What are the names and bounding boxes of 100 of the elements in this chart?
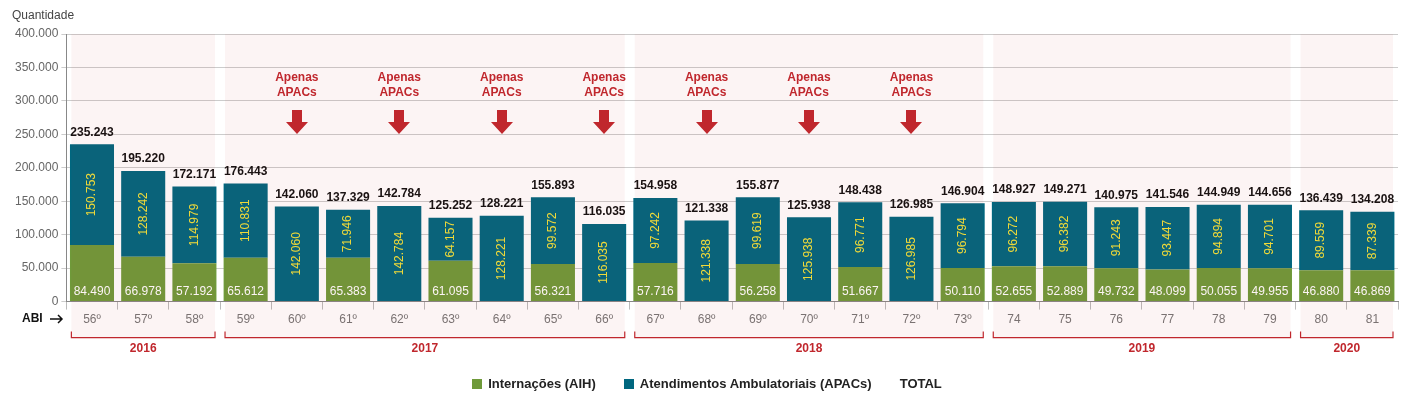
y-tick-label: 150.000	[14, 193, 59, 208]
data-label: 84.490	[73, 284, 111, 299]
data-label: 96.272	[1006, 215, 1021, 253]
data-label: 71.946	[340, 215, 355, 253]
annotation: Apenas APACs	[376, 70, 422, 100]
bar	[684, 220, 729, 302]
x-tick-label: 68º	[697, 312, 717, 327]
annotation: Apenas APACs	[888, 70, 935, 100]
x-tick-label: 59º	[236, 312, 256, 327]
band-label: 2017	[411, 340, 439, 355]
bar	[1350, 211, 1395, 271]
y-tick-label: 250.000	[14, 126, 59, 141]
legend-label: Internações (AIH)	[488, 376, 596, 391]
x-tick-label: 81	[1365, 312, 1380, 327]
bar	[1299, 210, 1344, 271]
data-label: 66.978	[124, 284, 162, 299]
total-label: 116.035	[582, 204, 626, 219]
x-tick-label: 75	[1058, 312, 1073, 327]
data-label: 128.221	[494, 236, 509, 281]
y-tick-label: 100.000	[14, 227, 59, 242]
bar	[479, 215, 524, 302]
data-label: 99.572	[545, 211, 560, 249]
data-label: 110.831	[237, 199, 252, 242]
data-label: 96.794	[954, 217, 969, 255]
data-label: 93.447	[1159, 219, 1174, 257]
text: TOTAL	[899, 376, 942, 391]
bar	[838, 202, 883, 268]
data-label: 125.938	[801, 237, 816, 281]
bar	[1043, 201, 1088, 267]
data-label: 49.732	[1097, 284, 1135, 299]
x-tick-label: 65º	[544, 312, 563, 327]
band-label: 2019	[1128, 340, 1156, 355]
data-label: 46.869	[1354, 284, 1392, 299]
y-tick-label: 50.000	[21, 260, 59, 275]
x-tick-label: 64º	[492, 312, 512, 327]
annotation: Apenas APACs	[479, 70, 525, 100]
x-tick-label: 74	[1007, 312, 1021, 327]
data-label: 50.055	[1200, 284, 1238, 299]
data-label: 61.095	[432, 284, 470, 299]
y-tick-label: 400.000	[14, 26, 59, 41]
legend-label: Atendimentos Ambulatoriais (APACs)	[639, 376, 872, 391]
data-label: 57.716	[637, 284, 675, 299]
bar	[786, 217, 832, 302]
band-label: 2018	[795, 340, 823, 355]
bar	[326, 209, 371, 258]
x-tick-label: 70º	[800, 312, 819, 327]
data-label: 52.889	[1046, 284, 1084, 299]
data-label: 142.060	[289, 231, 304, 276]
bar	[274, 206, 319, 302]
total-label: 195.220	[121, 151, 166, 166]
data-label: 150.753	[84, 172, 99, 217]
x-tick-label: 57º	[134, 312, 153, 327]
total-label: 142.784	[377, 186, 422, 201]
total-label: 141.546	[1145, 187, 1190, 202]
data-label: 142.784	[391, 231, 406, 276]
total-label: 128.221	[480, 196, 524, 211]
x-tick-label: 66º	[595, 312, 614, 327]
bar	[582, 223, 627, 302]
data-label: 56.321	[534, 284, 572, 299]
data-label: 64.157	[442, 220, 457, 258]
data-label: 49.955	[1251, 284, 1289, 299]
total-label: 172.171	[172, 166, 217, 181]
bar	[1145, 206, 1190, 270]
data-label: 89.559	[1313, 221, 1328, 259]
x-tick-label: 80	[1314, 312, 1329, 327]
bar	[172, 263, 217, 302]
x-tick-label: 60º	[287, 312, 307, 327]
x-tick-label: 73º	[953, 312, 973, 327]
x-axis-title: ABI	[22, 310, 43, 325]
x-tick-label: 77	[1160, 312, 1175, 327]
data-label: 126.985	[903, 236, 918, 281]
data-label: 96.382	[1057, 215, 1072, 253]
bar	[530, 197, 575, 264]
band-label: 2016	[129, 340, 157, 355]
data-label: 91.243	[1108, 219, 1123, 257]
data-label: 50.110	[944, 284, 981, 299]
bar	[223, 183, 268, 258]
total-label: 126.985	[889, 196, 934, 211]
x-tick-label: 78	[1212, 312, 1226, 327]
data-label: 94.701	[1262, 217, 1277, 255]
x-tick-label: 61º	[339, 312, 358, 327]
data-label: 99.619	[750, 211, 765, 249]
bar	[428, 260, 473, 302]
total-label: 149.271	[1043, 182, 1088, 197]
x-tick-label: 69º	[748, 312, 768, 327]
data-label: 52.655	[995, 284, 1033, 299]
x-tick-label: 72º	[902, 312, 921, 327]
data-label: 97.242	[647, 211, 662, 249]
x-tick-label: 71º	[851, 312, 870, 327]
x-tick-label: 63º	[441, 312, 460, 327]
bar	[69, 245, 115, 302]
x-tick-label: 76	[1109, 312, 1124, 327]
data-label: 116.035	[596, 240, 611, 284]
bar	[1247, 204, 1292, 269]
y-tick-label: 300.000	[14, 93, 59, 108]
total-label: 125.252	[428, 198, 473, 213]
x-tick-label: 62º	[390, 312, 409, 327]
total-label: 146.904	[940, 183, 985, 198]
x-tick-label: 79	[1263, 312, 1277, 327]
data-label: 51.667	[841, 284, 879, 299]
